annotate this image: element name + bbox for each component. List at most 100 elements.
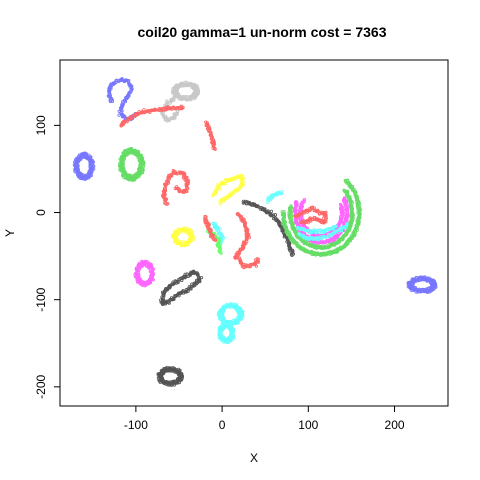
data-point [168,297,172,302]
data-point [189,236,194,240]
data-point [242,221,247,226]
data-point [91,164,96,168]
data-point [124,97,129,101]
data-point [408,285,412,290]
data-point [295,221,299,225]
data-point [185,183,189,187]
data-point [222,236,226,240]
data-point [239,215,244,219]
data-point [136,264,140,268]
data-point [117,113,121,117]
data-point [271,213,276,217]
data-point [241,176,246,181]
data-point [167,106,171,110]
data-point [177,93,181,98]
data-point [209,132,213,137]
data-point [174,231,178,235]
x-tick-label: 200 [385,418,405,432]
data-point [164,300,169,305]
data-point [219,231,223,236]
y-axis-label: Y [3,229,17,237]
data-point [224,181,228,186]
data-point [175,109,180,114]
data-point [213,147,217,151]
data-point [181,190,185,194]
data-point [231,332,235,336]
data-point [312,208,317,213]
data-point [302,220,306,225]
data-point [289,252,294,257]
data-point [211,234,216,238]
data-point [299,233,303,237]
data-point [181,176,186,180]
data-point [298,220,303,225]
data-point [184,95,188,99]
data-point [175,106,179,110]
data-point [142,108,146,112]
data-point [313,216,317,220]
data-point [88,173,92,178]
data-point [116,79,120,83]
data-point [336,230,341,234]
data-point [185,272,189,276]
data-point [298,227,302,231]
data-point [273,213,278,217]
x-tick-label: -100 [124,418,148,432]
data-point [241,219,245,224]
data-point [138,163,142,167]
data-point [141,167,145,171]
data-point [235,252,239,256]
data-point [175,185,179,189]
data-point [119,169,123,173]
data-point [343,178,347,183]
data-point [247,201,252,205]
data-point [242,265,246,270]
data-point [164,182,168,186]
y-tick-label: -100 [34,287,48,311]
data-point [248,264,252,269]
data-point [289,210,293,215]
data-point [339,210,343,214]
data-point [181,105,185,110]
data-point [240,173,244,177]
data-point [345,222,349,226]
data-point [194,90,199,94]
data-point [239,314,243,318]
data-point [238,261,243,265]
data-point [255,257,259,261]
data-point [217,239,222,243]
data-point [159,298,163,302]
data-point [306,209,311,213]
data-point [239,178,244,182]
data-point [287,243,291,247]
data-point [277,222,281,226]
data-point [221,198,225,203]
data-point [323,228,327,232]
data-point [296,226,300,230]
data-point [128,115,133,119]
data-point [269,209,274,214]
data-point [150,273,154,277]
data-point [175,186,179,191]
data-point [130,115,134,119]
data-point [207,129,211,133]
data-point [302,211,306,215]
data-point [124,95,129,100]
data-point [431,282,436,287]
data-point [165,179,169,183]
data-point [216,183,220,187]
chart-title: coil20 gamma=1 un-norm cost = 7363 [138,24,387,40]
data-points [72,77,438,387]
data-point [308,208,312,212]
data-point [238,248,242,253]
data-point [278,190,282,194]
data-point [218,251,223,255]
data-point [297,236,302,240]
data-point [117,109,121,113]
data-point [318,228,322,233]
data-point [213,238,218,243]
data-point [132,177,137,182]
data-point [230,178,235,182]
x-axis: -100 0 100 200 [124,406,405,432]
